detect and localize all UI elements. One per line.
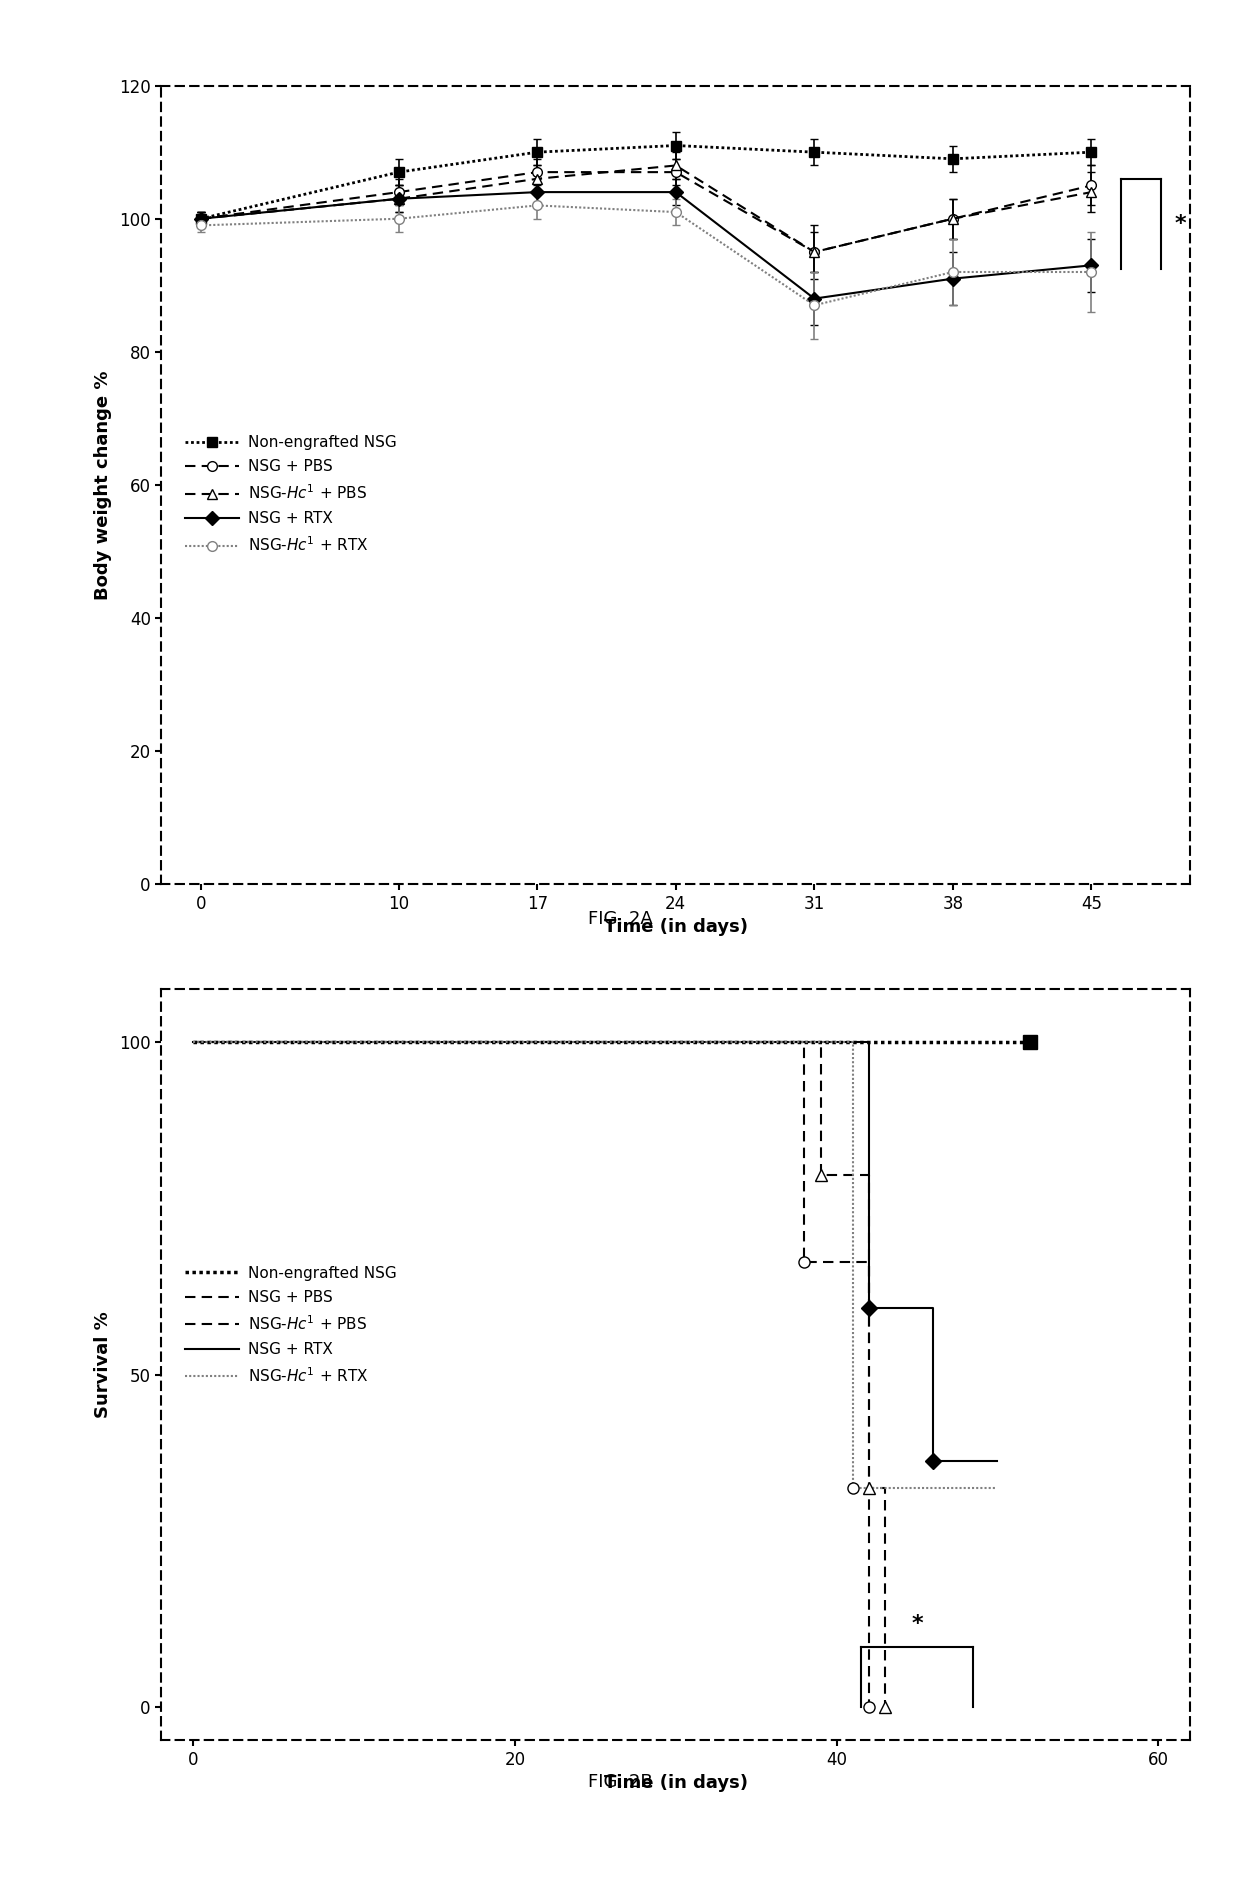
Text: FIG. 2B: FIG. 2B bbox=[588, 1773, 652, 1792]
Y-axis label: Survival %: Survival % bbox=[94, 1310, 112, 1419]
NSG-$Hc^1$ + PBS bbox=[813, 1031, 828, 1054]
NSG-$Hc^1$ + RTX bbox=[186, 1031, 201, 1054]
NSG + PBS bbox=[186, 1031, 201, 1054]
NSG + RTX bbox=[925, 1297, 940, 1320]
NSG-$Hc^1$ + PBS bbox=[878, 1697, 893, 1719]
NSG + PBS bbox=[797, 1031, 812, 1054]
Y-axis label: Body weight change %: Body weight change % bbox=[94, 371, 112, 599]
NSG-$Hc^1$ + PBS bbox=[862, 1164, 877, 1187]
Legend: Non-engrafted NSG, NSG + PBS, NSG-$Hc^1$ + PBS, NSG + RTX, NSG-$Hc^1$ + RTX: Non-engrafted NSG, NSG + PBS, NSG-$Hc^1$… bbox=[179, 428, 403, 559]
NSG + PBS bbox=[862, 1697, 877, 1719]
NSG + RTX bbox=[186, 1031, 201, 1054]
NSG + RTX bbox=[862, 1031, 877, 1054]
NSG-$Hc^1$ + RTX bbox=[846, 1476, 861, 1499]
Line: NSG + RTX: NSG + RTX bbox=[193, 1042, 997, 1461]
Line: NSG-$Hc^1$ + RTX: NSG-$Hc^1$ + RTX bbox=[193, 1042, 997, 1487]
NSG + RTX bbox=[990, 1449, 1004, 1472]
NSG + RTX bbox=[925, 1449, 940, 1472]
NSG + PBS bbox=[797, 1250, 812, 1272]
NSG + RTX bbox=[862, 1297, 877, 1320]
Text: *: * bbox=[911, 1615, 923, 1634]
NSG-$Hc^1$ + PBS bbox=[813, 1164, 828, 1187]
NSG-$Hc^1$ + RTX bbox=[990, 1476, 1004, 1499]
NSG + PBS bbox=[862, 1250, 877, 1272]
Text: *: * bbox=[1174, 213, 1187, 234]
X-axis label: Time (in days): Time (in days) bbox=[604, 919, 748, 936]
Line: NSG-$Hc^1$ + PBS: NSG-$Hc^1$ + PBS bbox=[193, 1042, 885, 1708]
NSG-$Hc^1$ + PBS bbox=[186, 1031, 201, 1054]
NSG-$Hc^1$ + PBS bbox=[878, 1476, 893, 1499]
NSG-$Hc^1$ + RTX bbox=[846, 1031, 861, 1054]
Legend: Non-engrafted NSG, NSG + PBS, NSG-$Hc^1$ + PBS, NSG + RTX, NSG-$Hc^1$ + RTX: Non-engrafted NSG, NSG + PBS, NSG-$Hc^1$… bbox=[179, 1259, 403, 1390]
X-axis label: Time (in days): Time (in days) bbox=[604, 1775, 748, 1792]
Text: FIG. 2A: FIG. 2A bbox=[588, 909, 652, 928]
NSG-$Hc^1$ + PBS bbox=[862, 1476, 877, 1499]
Line: NSG + PBS: NSG + PBS bbox=[193, 1042, 869, 1708]
